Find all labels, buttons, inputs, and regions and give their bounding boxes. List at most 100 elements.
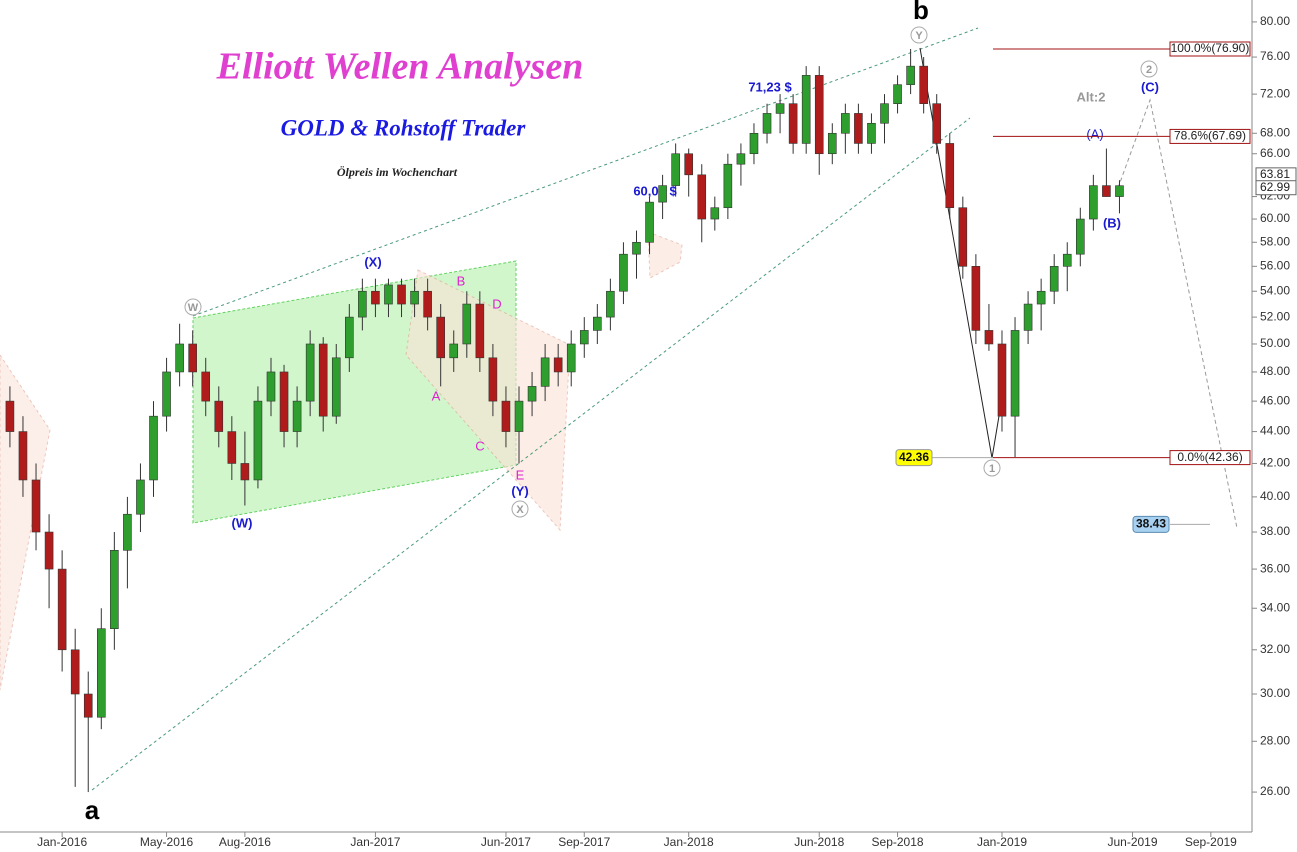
y-tick-label: 50.00 [1260, 336, 1290, 350]
candle-body [371, 290, 380, 305]
candle-body [70, 649, 80, 695]
candle-body [331, 357, 341, 417]
y-tick-label: 54.00 [1260, 283, 1290, 297]
candle-body [44, 531, 54, 570]
y-tick-label: 72.00 [1260, 86, 1290, 100]
circle [511, 500, 529, 518]
candle-body [305, 343, 315, 402]
wave-label: (Y) [511, 483, 528, 498]
candle-body [57, 568, 67, 651]
candle-body [279, 371, 289, 432]
circle [910, 26, 928, 44]
candle-body [919, 65, 928, 104]
wave-label: B [457, 273, 466, 288]
wave-label: (A) [1086, 126, 1103, 141]
wave-label: X [516, 504, 524, 516]
candle-body [945, 143, 955, 209]
y-tick-label: 38.00 [1260, 524, 1290, 538]
candle-body [266, 371, 276, 402]
candle-body [1115, 185, 1124, 197]
candle-body [984, 330, 994, 345]
candle-body [410, 290, 419, 305]
candle-body [253, 400, 263, 481]
candle-body [645, 201, 654, 243]
price-tag [895, 449, 933, 467]
candle-body [827, 132, 837, 155]
candle-body [749, 132, 759, 155]
wave-label: C [475, 438, 484, 453]
candle-body [867, 122, 876, 144]
wave-label: (C) [1141, 79, 1159, 94]
candle-body [514, 400, 524, 432]
x-tick-label: Jan-2018 [664, 835, 714, 849]
y-tick-label: 68.00 [1260, 125, 1290, 139]
candle-body [475, 303, 485, 359]
price-tag-label: 42.36 [899, 450, 929, 464]
y-tick-label: 48.00 [1260, 364, 1290, 378]
y-tick-label: 30.00 [1260, 686, 1290, 700]
price-note: 60,00 $ [633, 183, 677, 198]
wave-label: b [913, 0, 929, 25]
y-tick-label: 32.00 [1260, 642, 1290, 656]
last-price-box [1255, 180, 1297, 196]
circle [184, 298, 202, 316]
candle-body [971, 266, 981, 331]
candle-body [1010, 330, 1020, 417]
candle-body [488, 357, 498, 402]
candle-body [201, 371, 211, 402]
x-tick-label: Sep-2019 [1185, 835, 1237, 849]
candle-body [110, 550, 119, 630]
candle-body [449, 343, 459, 359]
candle-body [932, 103, 942, 144]
candle-body [292, 400, 302, 432]
last-price-label: 62.99 [1260, 180, 1290, 194]
candle-body [18, 431, 28, 481]
fib-label: 78.6%(67.69) [1174, 129, 1246, 143]
y-tick-label: 56.00 [1260, 258, 1290, 272]
circle [983, 459, 1001, 477]
candle-body [175, 343, 184, 373]
candle-body [697, 174, 707, 220]
title: Elliott Wellen Analysen [216, 46, 584, 88]
candle-body [658, 185, 667, 203]
y-tick-label: 34.00 [1260, 600, 1290, 614]
price-tag-label: 38.43 [1136, 516, 1166, 530]
y-tick-label: 28.00 [1260, 733, 1290, 747]
candle-body [1049, 266, 1059, 292]
y-tick-label: 40.00 [1260, 489, 1290, 503]
y-tick-label: 36.00 [1260, 561, 1290, 575]
candle-body [188, 343, 197, 373]
wave-label: (W) [232, 515, 253, 530]
x-tick-label: Jun-2017 [481, 835, 531, 849]
candle-body [384, 284, 393, 305]
x-tick-label: Sep-2017 [558, 835, 610, 849]
candle-body [5, 400, 15, 432]
y-tick-label: 44.00 [1260, 424, 1290, 438]
candle-body [723, 163, 733, 209]
candle-body [788, 103, 798, 144]
candle-body [123, 513, 132, 551]
fib-box [1169, 128, 1251, 144]
candle-body [814, 75, 824, 155]
candle-body [762, 113, 772, 134]
wave-label: A [432, 388, 441, 403]
y-tick-label: 80.00 [1260, 14, 1290, 28]
fib-label: 0.0%(42.36) [1177, 450, 1242, 464]
candle-body [149, 415, 158, 481]
trendline [91, 117, 971, 791]
wave-label: (X) [364, 254, 381, 269]
candle-body [162, 371, 171, 417]
candle-body [214, 400, 224, 432]
candle-body [841, 113, 850, 134]
x-tick-label: Sep-2018 [872, 835, 924, 849]
candle-body [436, 316, 445, 359]
candle-body [593, 316, 602, 331]
y-tick-label: 52.00 [1260, 309, 1290, 323]
candle-body [566, 343, 576, 373]
y-tick-label: 60.00 [1260, 211, 1290, 225]
candle-body [736, 153, 746, 165]
wave-label: Alt:2 [1077, 89, 1106, 104]
x-tick-label: Jan-2019 [977, 835, 1027, 849]
y-tick-label: 66.00 [1260, 146, 1290, 160]
candle-body [893, 84, 902, 104]
